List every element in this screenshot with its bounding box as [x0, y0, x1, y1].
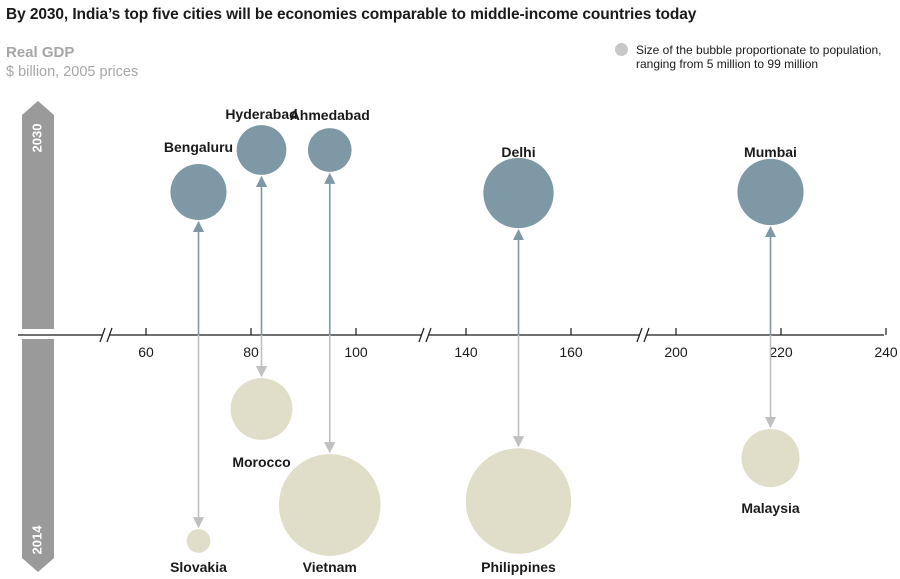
legend-text-line1: Size of the bubble proportionate to popu…: [636, 43, 882, 57]
legend: Size of the bubble proportionate to popu…: [615, 43, 882, 71]
bubble-morocco: [230, 378, 293, 440]
label-ahmedabad: Ahmedabad: [290, 107, 370, 123]
chart-title: By 2030, India’s top five cities will be…: [6, 6, 697, 23]
label-vietnam: Vietnam: [303, 559, 357, 575]
label-delhi: Delhi: [501, 144, 535, 160]
bubble-hyderabad: [236, 125, 287, 175]
x-tick-label: 220: [769, 344, 793, 360]
bubble-malaysia: [741, 428, 800, 488]
y-axis-title: Real GDP: [6, 44, 75, 61]
x-tick-label: 100: [344, 344, 368, 360]
axis-break-gap: [639, 329, 647, 341]
x-tick-label: 160: [559, 344, 583, 360]
label-mumbai: Mumbai: [744, 144, 797, 160]
axis-break-mark: [643, 327, 650, 343]
x-tick-label: 60: [138, 344, 154, 360]
label-philippines: Philippines: [481, 559, 556, 575]
bubble-bengaluru: [170, 163, 227, 221]
axis-break-mark: [425, 327, 432, 343]
bubble-delhi: [483, 157, 554, 229]
axis-break-mark: [106, 327, 113, 343]
axis-break-gap: [421, 329, 429, 341]
x-tick-label: 200: [664, 344, 688, 360]
y-axis-unit: $ billion, 2005 prices: [6, 64, 139, 80]
label-malaysia: Malaysia: [741, 500, 800, 516]
axis-break-mark: [636, 327, 643, 343]
bubble-slovakia: [186, 529, 211, 553]
x-tick-label: 240: [874, 344, 898, 360]
axis-break-mark: [418, 327, 425, 343]
timeline-label-2014: 2014: [29, 525, 44, 555]
bubble-philippines: [465, 448, 572, 554]
legend-text-line2: ranging from 5 million to 99 million: [636, 57, 819, 71]
x-tick-label: 140: [454, 344, 478, 360]
label-slovakia: Slovakia: [170, 559, 227, 575]
timeline-label-2030: 2030: [29, 124, 44, 153]
axis-break-gap: [102, 329, 110, 341]
timeline-bottom-bar: [22, 339, 54, 572]
timeline-top-bar: [22, 101, 54, 329]
bubble-mumbai: [737, 158, 804, 226]
legend-bubble-icon: [615, 43, 628, 56]
label-morocco: Morocco: [232, 454, 290, 470]
x-tick-label: 80: [243, 344, 259, 360]
label-hyderabad: Hyderabad: [225, 106, 297, 122]
bubble-ahmedabad: [307, 128, 352, 172]
axis-break-mark: [99, 327, 106, 343]
bubble-vietnam: [278, 454, 381, 556]
label-bengaluru: Bengaluru: [164, 139, 233, 155]
